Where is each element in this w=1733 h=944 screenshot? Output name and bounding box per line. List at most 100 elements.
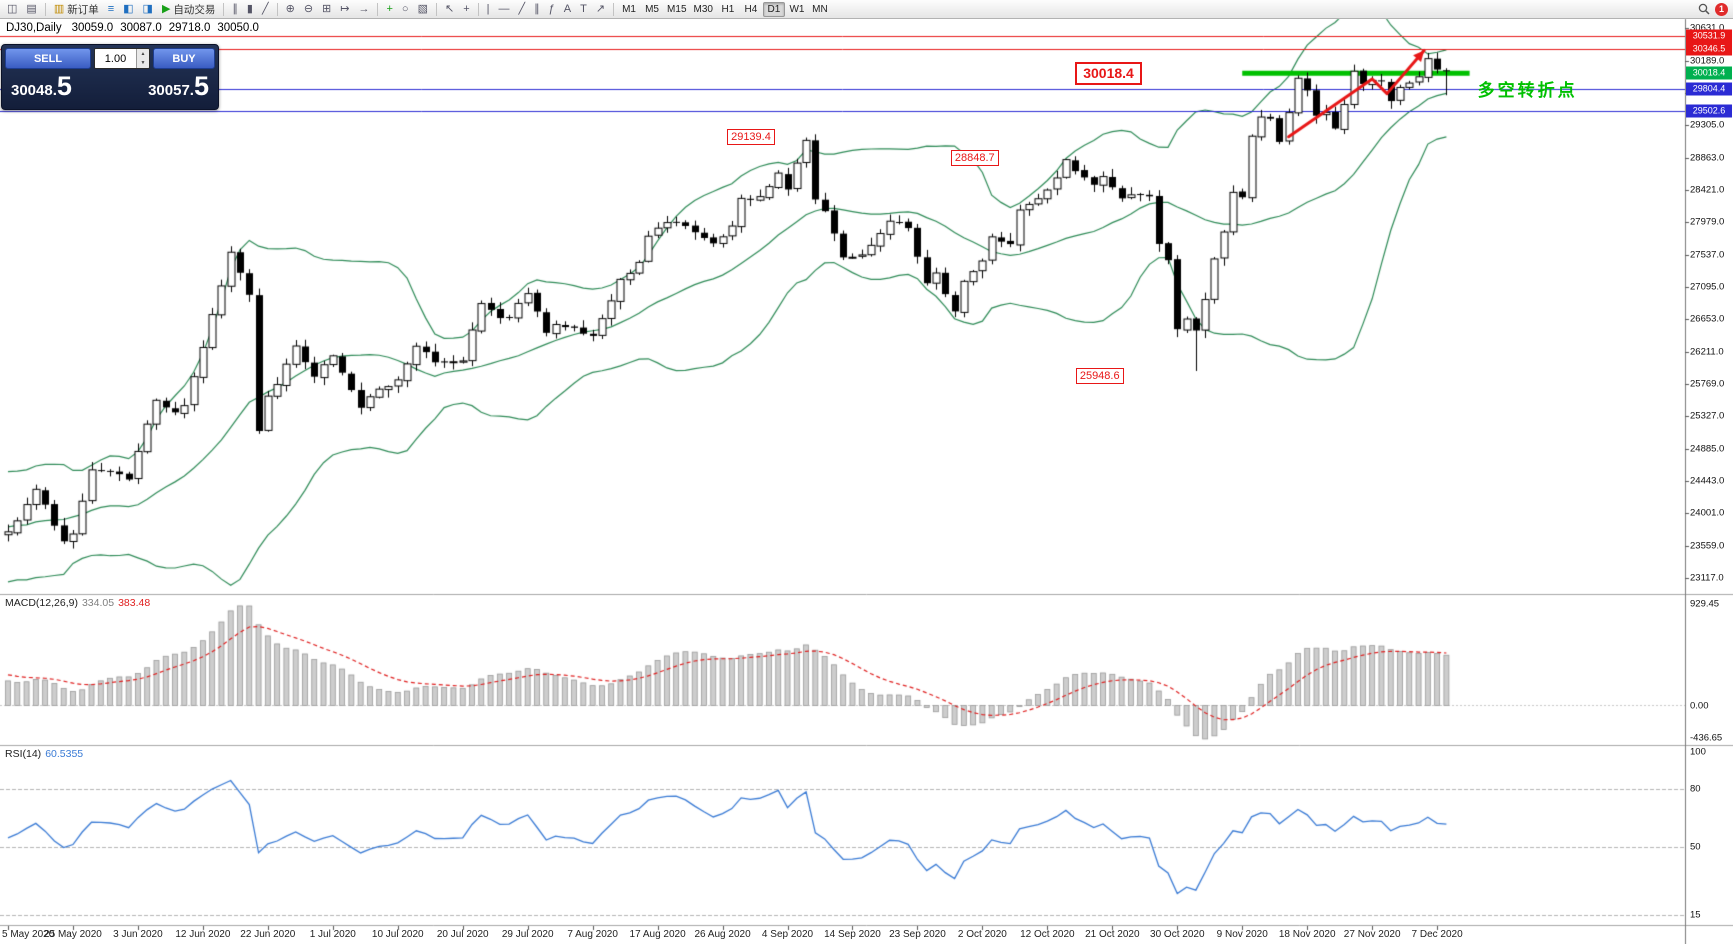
volume-up-button[interactable]: ▲ — [137, 49, 149, 59]
swing-high-label-29139[interactable]: 29139.4 — [727, 128, 775, 145]
auto-scroll-icon[interactable]: ↦ — [336, 1, 353, 17]
timeframe-button-h4[interactable]: H4 — [740, 2, 762, 17]
auto-scroll-icon: ↦ — [340, 3, 350, 15]
new-chart-icon[interactable]: ◫ — [3, 1, 21, 17]
auto-trading-button-label: 自动交易 — [173, 3, 216, 16]
trendline-icon[interactable]: ╱ — [515, 1, 530, 17]
cursor-icon[interactable]: ↖ — [441, 1, 458, 17]
timeframe-button-m30[interactable]: M30 — [691, 2, 716, 17]
high-value: 30087.0 — [120, 22, 162, 34]
bar-chart-icon: ∥ — [232, 3, 238, 15]
market-watch-icon: ≡ — [107, 3, 115, 15]
terminal-icon[interactable]: ◨ — [139, 1, 157, 17]
rsi-name: RSI(14) — [5, 748, 42, 760]
vertical-line-icon[interactable]: | — [483, 1, 494, 17]
buy-button[interactable]: BUY — [153, 48, 215, 69]
search-icon[interactable] — [1694, 1, 1714, 17]
bar-chart-icon[interactable]: ∥ — [228, 1, 242, 17]
chart-shift-icon: → — [358, 3, 370, 15]
periods-icon[interactable]: ○ — [398, 1, 413, 17]
macd-name: MACD(12,26,9) — [5, 597, 78, 609]
chart-shift-icon[interactable]: → — [354, 1, 373, 17]
price-level-label-30018[interactable]: 30018.4 — [1075, 62, 1142, 86]
zoom-in-icon: ⊕ — [285, 3, 295, 15]
horizontal-line-icon[interactable]: — — [495, 1, 514, 17]
swing-low-label-25948[interactable]: 25948.6 — [1075, 367, 1124, 384]
turning-point-note[interactable]: 多空转折点 — [1477, 80, 1578, 100]
horizontal-line-icon: — — [498, 3, 510, 15]
line-chart-icon[interactable]: ╱ — [258, 1, 273, 17]
zoom-in-icon[interactable]: ⊕ — [282, 1, 299, 17]
auto-trading-button[interactable]: ▶ 自动交易 — [158, 1, 219, 17]
text-label-icon[interactable]: T — [576, 1, 591, 17]
timeframe-button-w1[interactable]: W1 — [786, 2, 808, 17]
volume-down-button[interactable]: ▼ — [137, 58, 149, 68]
price-axis-label: 23117.0 — [1690, 572, 1724, 584]
date-axis-label: 10 Jul 2020 — [371, 929, 424, 940]
price-axis-label: 25327.0 — [1690, 410, 1725, 422]
date-axis-label: 27 Nov 2020 — [1343, 929, 1401, 940]
timeframe-button-d1[interactable]: D1 — [762, 1, 785, 17]
text-icon[interactable]: A — [560, 1, 575, 17]
volume-field: ▲ ▼ — [94, 48, 150, 69]
indicators-icon[interactable]: + — [382, 1, 396, 17]
text-icon: A — [563, 3, 572, 15]
chart-title: DJ30,Daily 30059.0 30087.0 29718.0 30050.0 — [6, 22, 266, 34]
rsi-indicator-label: RSI(14) 60.5355 — [5, 748, 83, 760]
candlestick-chart-icon[interactable]: ▮ — [243, 1, 257, 17]
date-axis-label: 9 Nov 2020 — [1216, 929, 1268, 940]
buy-price-main: 30057. — [148, 82, 194, 99]
macd-indicator-label: MACD(12,26,9) 334.05 383.48 — [5, 597, 150, 609]
price-line-badge: 29502.6 — [1686, 104, 1732, 118]
volume-input[interactable] — [95, 49, 136, 68]
data-window-icon[interactable]: ◧ — [119, 1, 137, 17]
open-value: 30059.0 — [71, 22, 114, 34]
market-watch-icon[interactable]: ≡ — [104, 1, 118, 17]
date-axis-label: 12 Jun 2020 — [175, 929, 231, 940]
timeframe-button-m1[interactable]: M1 — [618, 2, 640, 17]
equidistant-channel-icon[interactable]: ∥ — [530, 1, 544, 17]
macd-signal-value: 383.48 — [118, 597, 151, 609]
zoom-out-icon[interactable]: ⊖ — [300, 1, 317, 17]
date-axis-label: 7 Dec 2020 — [1411, 929, 1463, 940]
line-chart-icon: ╱ — [261, 3, 269, 15]
tile-windows-icon: ⊞ — [322, 3, 332, 15]
terminal-icon: ◨ — [142, 3, 153, 15]
date-axis-label: 30 Oct 2020 — [1150, 929, 1205, 940]
low-value: 29718.0 — [168, 22, 211, 34]
date-axis-label: 29 Jul 2020 — [501, 929, 554, 940]
price-axis-label: 26653.0 — [1690, 313, 1725, 325]
new-order-button[interactable]: ▥ 新订单 — [50, 1, 103, 17]
profiles-icon[interactable]: ▤ — [22, 1, 40, 17]
candlestick-chart-icon: ▮ — [246, 3, 253, 15]
templates-icon[interactable]: ▧ — [414, 1, 432, 17]
timeframe-button-m15[interactable]: M15 — [664, 2, 689, 17]
price-line-badge: 30018.4 — [1686, 66, 1732, 80]
auto-trading-button: ▶ — [161, 3, 171, 15]
buy-price-big-digit: 5 — [193, 71, 209, 101]
timeframe-button-m5[interactable]: M5 — [641, 2, 663, 17]
macd-scale-zero-label: 0.00 — [1690, 700, 1709, 711]
fibonacci-icon[interactable]: ƒ — [545, 1, 559, 17]
price-axis-label: 29305.0 — [1690, 119, 1725, 131]
rsi-scale-label: 80 — [1690, 783, 1701, 795]
crosshair-icon[interactable]: + — [459, 1, 473, 17]
toolbar-separator — [435, 2, 437, 16]
new-order-button: ▥ — [53, 3, 65, 15]
tile-windows-icon[interactable]: ⊞ — [318, 1, 335, 17]
price-line-badge: 29804.4 — [1686, 82, 1732, 96]
fibonacci-icon: ƒ — [548, 3, 555, 15]
swing-high-label-28848[interactable]: 28848.7 — [950, 149, 999, 166]
notification-badge[interactable]: 1 — [1715, 2, 1728, 16]
arrows-icon[interactable]: ↗ — [592, 1, 609, 17]
date-axis-label: 21 Oct 2020 — [1085, 929, 1140, 940]
sell-button[interactable]: SELL — [5, 48, 91, 69]
crosshair-icon: + — [463, 3, 470, 15]
macd-scale-min-label: -436.65 — [1690, 732, 1723, 744]
main-toolbar: ◫ ▤ ▥ 新订单 ≡ ◧ ◨ ▶ 自动交易 ∥ ▮ ╱ ⊕ ⊖ ⊞ ↦ → + ○ ▧ ↖ + | — ╱ ∥ ƒ A T ↗ M1 M5 M… — [0, 0, 1733, 19]
timeframe-button-mn[interactable]: MN — [809, 2, 831, 17]
timeframe-button-h1[interactable]: H1 — [717, 2, 739, 17]
price-line-badge: 30531.9 — [1686, 29, 1732, 43]
sell-price-big-digit: 5 — [56, 71, 72, 101]
